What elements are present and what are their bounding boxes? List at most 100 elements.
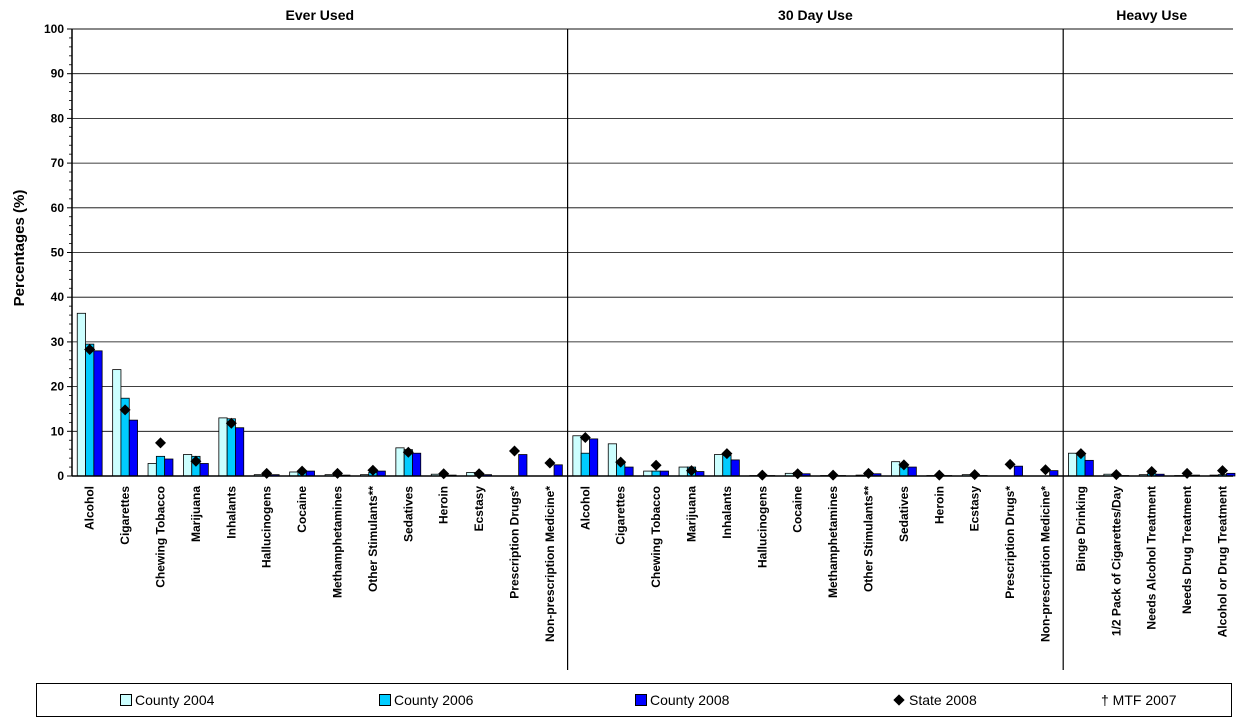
category-label-ever-used-heroin: Heroin bbox=[437, 486, 451, 524]
bar-ever-used-marijuana-county-2008 bbox=[199, 463, 209, 477]
category-label-30-day-use-heroin: Heroin bbox=[932, 486, 946, 524]
marker-ever-used-chewing-tobacco-state-2008 bbox=[155, 437, 166, 449]
bar-30-day-use-alcohol-county-2006 bbox=[580, 452, 590, 477]
bar-ever-used-sedatives-county-2004 bbox=[395, 447, 405, 477]
marker-ever-used-sedatives-state-2008 bbox=[402, 446, 414, 458]
marker-30-day-use-prescription-drugs-state-2008 bbox=[1004, 458, 1016, 470]
bar-ever-used-marijuana-county-2004 bbox=[183, 454, 193, 477]
marker-ever-used-ecstasy-state-2008 bbox=[473, 468, 485, 480]
section-title-30-day-use: 30 Day Use bbox=[778, 7, 853, 23]
category-label-ever-used-chewing-tobacco: Chewing Tobacco bbox=[154, 486, 168, 588]
legend: County 2004 County 2006 County 2008 Stat… bbox=[36, 683, 1232, 717]
marker-30-day-use-non-prescription-medicine-state-2008 bbox=[1040, 464, 1051, 476]
county-2004-swatch bbox=[120, 694, 132, 706]
category-labels: Alcohol Cigarettes Chewing Tobacco Marijuan… bbox=[83, 486, 1230, 642]
category-label-heavy-use-binge-drinking: Binge Drinking bbox=[1074, 486, 1088, 571]
marker-30-day-use-sedatives-state-2008 bbox=[898, 459, 910, 471]
county-2006-swatch bbox=[379, 694, 391, 706]
marker-ever-used-prescription-drugs-state-2008 bbox=[509, 445, 520, 457]
marker-ever-used-inhalants-state-2008 bbox=[225, 417, 237, 429]
marker-heavy-use-needs-alcohol-treatment-state-2008 bbox=[1146, 466, 1158, 478]
bar-30-day-use-sedatives-county-2004 bbox=[891, 461, 901, 477]
bar-ever-used-chewing-tobacco-county-2004 bbox=[147, 463, 157, 477]
category-label-ever-used-ecstasy: Ecstasy bbox=[472, 486, 486, 532]
bar-ever-used-inhalants-county-2004 bbox=[218, 417, 228, 477]
category-label-30-day-use-non-prescription-medicine: Non-prescription Medicine* bbox=[1039, 486, 1053, 642]
bar-30-day-use-marijuana-county-2004 bbox=[678, 466, 688, 477]
category-label-ever-used-hallucinogens: Hallucinogens bbox=[260, 486, 274, 568]
y-tick-label-60: 60 bbox=[51, 201, 65, 215]
y-tick-label-20: 20 bbox=[51, 380, 65, 394]
marker-ever-used-heroin-state-2008 bbox=[438, 468, 450, 480]
marker-30-day-use-cocaine-state-2008 bbox=[792, 468, 804, 480]
marker-30-day-use-alcohol-state-2008 bbox=[579, 432, 591, 444]
marker-heavy-use-binge-drinking-state-2008 bbox=[1075, 448, 1087, 460]
bar-ever-used-sedatives-county-2008 bbox=[412, 452, 422, 477]
y-tick-label-100: 100 bbox=[44, 22, 64, 36]
diamond-icon bbox=[893, 694, 905, 706]
category-label-30-day-use-marijuana: Marijuana bbox=[685, 486, 699, 542]
y-tick-label-40: 40 bbox=[51, 290, 65, 304]
legend-label-county-2004: County 2004 bbox=[135, 692, 215, 708]
marker-ever-used-cigarettes-state-2008 bbox=[119, 404, 131, 416]
bar-ever-used-alcohol-county-2004 bbox=[76, 312, 86, 477]
category-label-ever-used-sedatives: Sedatives bbox=[401, 486, 415, 542]
bar-ever-used-non-prescription-medicine-county-2008 bbox=[553, 464, 563, 477]
bar-30-day-use-alcohol-county-2004 bbox=[572, 435, 582, 477]
legend-label-county-2008: County 2008 bbox=[650, 692, 730, 708]
bar-30-day-use-prescription-drugs-county-2008 bbox=[1013, 465, 1023, 477]
y-tick-label-50: 50 bbox=[51, 246, 65, 260]
category-label-ever-used-prescription-drugs: Prescription Drugs* bbox=[508, 486, 522, 599]
y-tick-label-70: 70 bbox=[51, 156, 65, 170]
bar-ever-used-inhalants-county-2008 bbox=[235, 427, 245, 477]
marker-30-day-use-ecstasy-state-2008 bbox=[969, 469, 981, 481]
legend-label-mtf: † MTF 2007 bbox=[1101, 692, 1177, 708]
gridlines bbox=[72, 28, 1233, 432]
category-label-heavy-use-1-2-pack-of-cigarettes-day: 1/2 Pack of Cigarettes/Day bbox=[1109, 486, 1123, 636]
category-label-30-day-use-cocaine: Cocaine bbox=[791, 486, 805, 533]
bar-ever-used-alcohol-county-2008 bbox=[93, 350, 103, 477]
legend-item-state-2008: State 2008 bbox=[893, 692, 977, 708]
marker-30-day-use-cigarettes-state-2008 bbox=[615, 456, 627, 468]
legend-label-county-2006: County 2006 bbox=[394, 692, 474, 708]
marker-ever-used-non-prescription-medicine-state-2008 bbox=[544, 457, 556, 469]
bar-ever-used-chewing-tobacco-county-2006 bbox=[155, 455, 166, 477]
category-label-ever-used-alcohol: Alcohol bbox=[83, 486, 97, 530]
legend-item-mtf: † MTF 2007 bbox=[1101, 692, 1176, 708]
category-label-ever-used-methamphetamines: Methamphetamines bbox=[331, 486, 345, 598]
bar-ever-used-alcohol-county-2006 bbox=[85, 343, 95, 477]
bar-30-day-use-non-prescription-medicine-county-2008 bbox=[1049, 470, 1059, 477]
marker-30-day-use-inhalants-state-2008 bbox=[721, 448, 733, 460]
legend-label-state-2008: State 2008 bbox=[909, 692, 977, 708]
marker-ever-used-alcohol-state-2008 bbox=[84, 343, 96, 355]
category-label-30-day-use-methamphetamines: Methamphetamines bbox=[826, 486, 840, 598]
category-label-ever-used-non-prescription-medicine: Non-prescription Medicine* bbox=[543, 486, 557, 642]
legend-item-county-2006: County 2006 bbox=[379, 692, 473, 708]
marker-30-day-use-heroin-state-2008 bbox=[933, 469, 945, 481]
bar-30-day-use-cigarettes-county-2004 bbox=[607, 443, 617, 477]
category-label-30-day-use-alcohol: Alcohol bbox=[578, 486, 592, 530]
marker-30-day-use-other-stimulants-state-2008 bbox=[863, 467, 874, 479]
y-tick-label-10: 10 bbox=[51, 424, 65, 438]
bar-30-day-use-sedatives-county-2008 bbox=[907, 466, 917, 477]
bar-30-day-use-cigarettes-county-2008 bbox=[624, 466, 634, 477]
bar-30-day-use-inhalants-county-2004 bbox=[714, 454, 724, 477]
bars bbox=[76, 312, 1236, 477]
state-markers bbox=[84, 343, 1228, 481]
legend-item-county-2004: County 2004 bbox=[120, 692, 214, 708]
category-label-heavy-use-needs-alcohol-treatment: Needs Alcohol Treatment bbox=[1145, 486, 1159, 630]
bar-ever-used-prescription-drugs-county-2008 bbox=[518, 454, 528, 477]
marker-ever-used-cocaine-state-2008 bbox=[296, 465, 308, 477]
bar-heavy-use-binge-drinking-county-2004 bbox=[1068, 452, 1078, 477]
category-label-30-day-use-ecstasy: Ecstasy bbox=[968, 486, 982, 532]
category-label-ever-used-cigarettes: Cigarettes bbox=[118, 486, 132, 545]
category-label-30-day-use-prescription-drugs: Prescription Drugs* bbox=[1003, 486, 1017, 599]
category-label-ever-used-other-stimulants: Other Stimulants** bbox=[366, 486, 380, 592]
marker-ever-used-hallucinogens-state-2008 bbox=[261, 467, 273, 479]
category-label-heavy-use-needs-drug-treatment: Needs Drug Treatment bbox=[1180, 486, 1194, 614]
bar-30-day-use-inhalants-county-2008 bbox=[730, 459, 740, 477]
marker-30-day-use-chewing-tobacco-state-2008 bbox=[650, 459, 662, 471]
category-label-30-day-use-sedatives: Sedatives bbox=[897, 486, 911, 542]
category-label-ever-used-inhalants: Inhalants bbox=[224, 486, 238, 539]
